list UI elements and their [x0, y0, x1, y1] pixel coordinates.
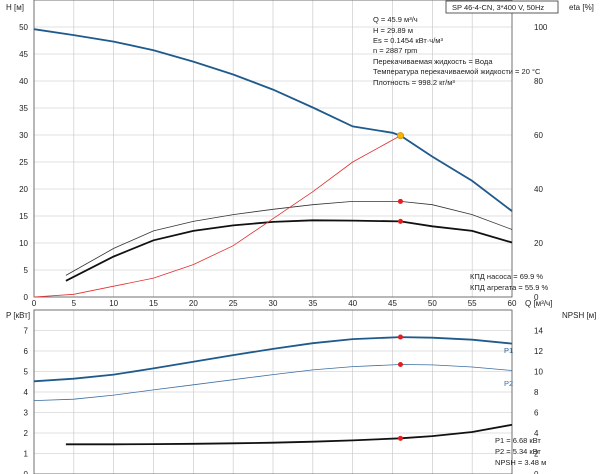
p1-curve — [33, 336, 513, 383]
npsh-tick-label: 12 — [534, 347, 543, 356]
title-box: SP 46-4-CN, 3*400 V, 50Hz — [445, 0, 559, 14]
unit-efficiency-point — [397, 218, 403, 224]
bottom-plot-frame — [33, 309, 513, 474]
info-line: n = 2887 rpm — [373, 46, 417, 55]
p-tick-label: 0 — [24, 470, 29, 474]
p1-value: P1 = 6.68 кВт — [495, 436, 541, 445]
p-tick-label: 2 — [24, 429, 29, 438]
x-tick-label: 35 — [308, 299, 317, 308]
info-line: Температура перекачиваемой жидкости = 20… — [373, 67, 541, 76]
npsh-curve — [65, 423, 513, 446]
npsh-tick-label: 6 — [534, 409, 539, 418]
y-tick-label-right: 40 — [534, 185, 543, 194]
npsh-tick-label: 14 — [534, 327, 543, 336]
system-curve — [33, 135, 401, 298]
pump-efficiency-label: КПД насоса = 69.9 % — [470, 272, 543, 281]
p-tick-label: 7 — [24, 327, 29, 336]
y-tick-label-left: 20 — [19, 185, 28, 194]
pump-efficiency-point — [397, 198, 403, 204]
y-tick-label-left: 15 — [19, 212, 28, 221]
x-tick-label: 0 — [32, 299, 37, 308]
tick-labels: 0 5 10 15 20 25 30 35 40 45 50 55 600510152025303540… — [19, 23, 548, 474]
y-tick-label-right: 20 — [534, 239, 543, 248]
data-series — [33, 28, 513, 446]
chart-title: SP 46-4-CN, 3*400 V, 50Hz — [452, 3, 544, 12]
info-line: Q = 45.9 м³/ч — [373, 15, 418, 24]
y-tick-label-left: 30 — [19, 131, 28, 140]
plot-frames — [33, 0, 513, 474]
npsh-tick-label: 4 — [534, 429, 539, 438]
p-tick-label: 5 — [24, 368, 29, 377]
top-plot-frame — [33, 0, 513, 298]
npsh-tick-label: 8 — [534, 388, 539, 397]
operating-point-marker — [396, 132, 404, 140]
y-tick-label-left: 0 — [24, 293, 29, 302]
npsh-value: NPSH = 3.48 м — [495, 458, 546, 467]
p-tick-label: 6 — [24, 347, 29, 356]
p2-value: P2 = 5.34 кВт — [495, 447, 541, 456]
p2-curve-point — [397, 362, 403, 368]
y-tick-label-left: 10 — [19, 239, 28, 248]
y-tick-label-left: 40 — [19, 77, 28, 86]
info-line: Es = 0.1454 кВт·ч/м³ — [373, 36, 443, 45]
x-tick-label: 40 — [348, 299, 357, 308]
p-tick-label: 4 — [24, 388, 29, 397]
x-tick-label: 10 — [109, 299, 118, 308]
unit-efficiency-curve — [65, 219, 513, 282]
x-tick-label: 20 — [189, 299, 198, 308]
p-tick-label: 3 — [24, 409, 29, 418]
x-tick-label: 15 — [149, 299, 158, 308]
top-y-axis-label-eta: eta [%] — [569, 3, 594, 12]
operating-info: Q = 45.9 м³/ч H = 29.89 м Es = 0.1454 кВ… — [373, 15, 541, 87]
x-axis-label: Q [м³/ч] — [525, 299, 552, 308]
pump-efficiency-curve — [65, 201, 513, 276]
npsh-curve-point — [397, 435, 403, 441]
y-tick-label-left: 25 — [19, 158, 28, 167]
npsh-tick-label: 2 — [534, 450, 539, 459]
x-tick-label: 30 — [269, 299, 278, 308]
p-tick-label: 1 — [24, 450, 29, 459]
y-tick-label-left: 45 — [19, 50, 28, 59]
x-tick-label: 45 — [388, 299, 397, 308]
x-tick-label: 50 — [428, 299, 437, 308]
bottom-gridlines — [33, 309, 513, 474]
npsh-tick-label: 0 — [534, 470, 539, 474]
unit-efficiency-label: КПД агрегата = 55.9 % — [470, 283, 548, 292]
y-tick-label-right: 0 — [534, 293, 539, 302]
x-tick-label: 5 — [72, 299, 77, 308]
operating-points — [396, 132, 404, 441]
p1-curve-point — [397, 334, 403, 340]
y-tick-label-left: 35 — [19, 104, 28, 113]
bottom-y-axis-label-npsh: NPSH [м] — [562, 311, 596, 320]
bottom-y-axis-label-p: P [кВт] — [6, 311, 30, 320]
x-tick-label: 25 — [229, 299, 238, 308]
y-tick-label-left: 50 — [19, 23, 28, 32]
info-line: Перекачиваемая жидкость = Вода — [373, 57, 493, 66]
npsh-tick-label: 10 — [534, 368, 543, 377]
y-tick-label-right: 60 — [534, 131, 543, 140]
top-y-axis-label-h: H [м] — [6, 3, 24, 12]
y-tick-label-right: 100 — [534, 23, 548, 32]
info-line: H = 29.89 м — [373, 26, 413, 35]
series-label-p1: P1 — [504, 346, 513, 355]
series-label-p2: P2 — [504, 379, 513, 388]
head-curve — [33, 28, 513, 212]
info-line: Плотность = 998.2 кг/м³ — [373, 78, 455, 87]
p2-curve — [33, 364, 513, 401]
x-tick-label: 55 — [468, 299, 477, 308]
y-tick-label-right: 80 — [534, 77, 543, 86]
y-tick-label-left: 5 — [24, 266, 29, 275]
x-tick-label: 60 — [508, 299, 517, 308]
